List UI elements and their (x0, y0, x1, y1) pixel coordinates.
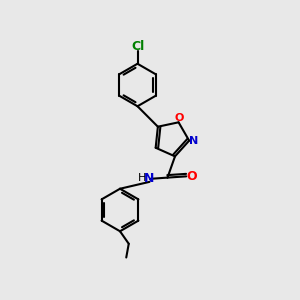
Text: O: O (175, 113, 184, 123)
Text: O: O (186, 170, 197, 183)
Text: H: H (138, 172, 147, 183)
Text: Cl: Cl (131, 40, 144, 53)
Text: N: N (189, 136, 198, 146)
Text: N: N (144, 172, 154, 185)
